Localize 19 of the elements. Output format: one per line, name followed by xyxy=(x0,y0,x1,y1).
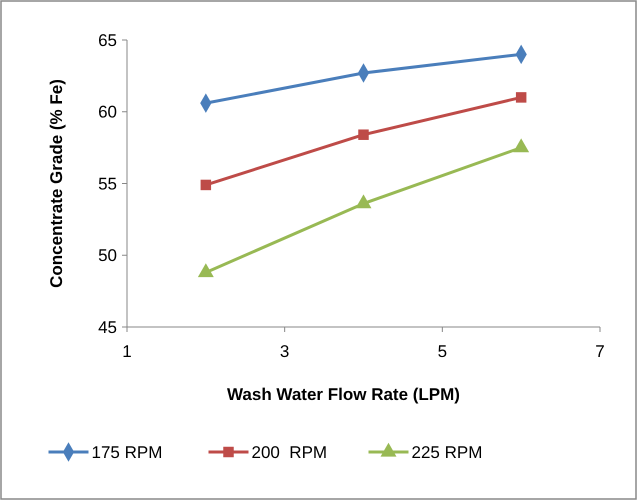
point xyxy=(516,92,526,103)
legend-label: 175 RPM xyxy=(92,442,162,462)
x-tick-label: 3 xyxy=(280,342,290,361)
y-tick-label: 65 xyxy=(98,30,117,50)
point xyxy=(358,129,369,140)
x-tick-label: 7 xyxy=(595,342,605,361)
point xyxy=(200,180,212,190)
y-tick-label: 60 xyxy=(98,102,117,122)
legend-label: 225 RPM xyxy=(412,442,482,462)
y-tick-label: 55 xyxy=(98,174,117,194)
point xyxy=(356,194,372,208)
x-axis-title: Wash Water Flow Rate (LPM) xyxy=(227,385,460,404)
x-tick-label: 1 xyxy=(122,342,132,361)
y-tick-label: 45 xyxy=(98,318,117,337)
point xyxy=(198,263,214,278)
y-tick-label: 50 xyxy=(98,246,117,266)
x-tick-label: 5 xyxy=(438,342,448,361)
legend-label: 200 RPM xyxy=(252,442,328,462)
y-axis-title: Concentrate Grade (% Fe) xyxy=(47,79,66,288)
